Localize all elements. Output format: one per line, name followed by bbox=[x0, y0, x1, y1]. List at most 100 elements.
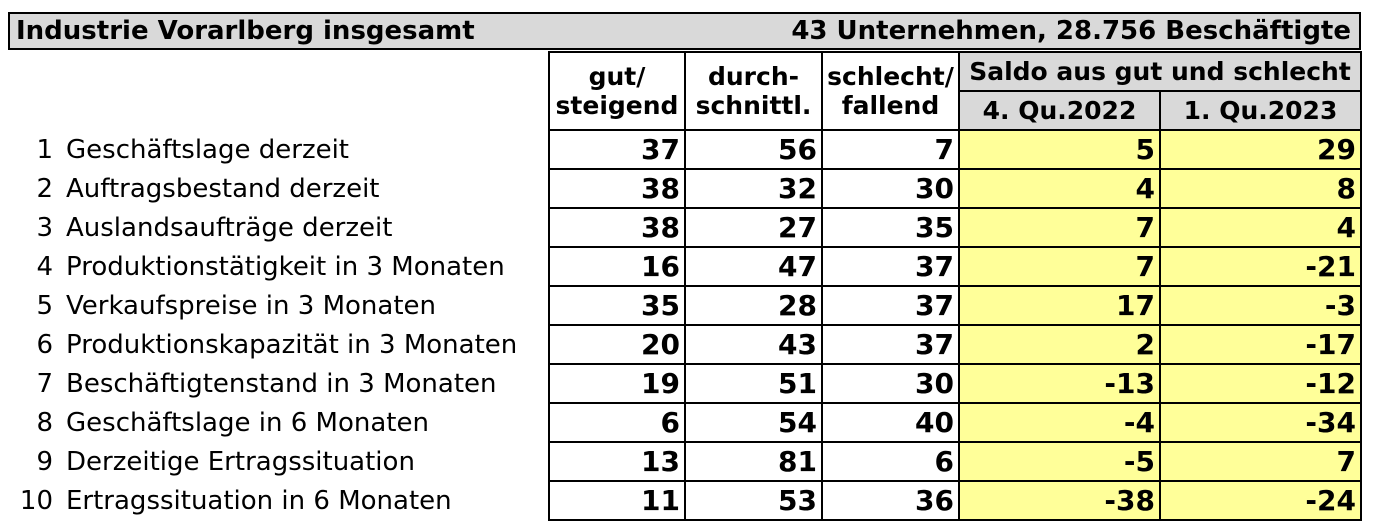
header-schlecht-line1: schlecht/ bbox=[821, 51, 960, 91]
row-label: 3 Auslandsaufträge derzeit bbox=[8, 208, 549, 247]
header-empty bbox=[8, 52, 549, 91]
cell-saldo-prev: 4 bbox=[958, 168, 1161, 209]
row-label: 5 Verkaufspreise in 3 Monaten bbox=[8, 286, 549, 325]
cell-durch: 28 bbox=[684, 285, 823, 326]
cell-schlecht: 40 bbox=[821, 402, 960, 443]
cell-gut: 6 bbox=[548, 402, 686, 443]
header-row-2: steigend schnittl. fallend 4. Qu.2022 1.… bbox=[8, 90, 1362, 131]
cell-saldo-curr: -24 bbox=[1159, 480, 1362, 521]
header-quarter-curr: 1. Qu.2023 bbox=[1159, 90, 1362, 131]
row-label: 10 Ertragssituation in 6 Monaten bbox=[8, 481, 549, 520]
table-row: 4 Produktionstätigkeit in 3 Monaten 16 47 37… bbox=[8, 246, 1362, 287]
cell-schlecht: 6 bbox=[821, 441, 960, 482]
row-number: 9 bbox=[36, 446, 53, 477]
cell-saldo-curr: -3 bbox=[1159, 285, 1362, 326]
row-label-text: Ertragssituation in 6 Monaten bbox=[66, 485, 452, 516]
row-label-text: Auslandsaufträge derzeit bbox=[66, 212, 393, 243]
header-gut-line1: gut/ bbox=[548, 51, 686, 91]
header-schlecht-line2: fallend bbox=[821, 91, 960, 130]
cell-durch: 27 bbox=[684, 207, 823, 248]
cell-gut: 38 bbox=[548, 168, 686, 209]
cell-durch: 32 bbox=[684, 168, 823, 209]
row-label-text: Produktionskapazität in 3 Monaten bbox=[66, 329, 518, 360]
cell-durch: 56 bbox=[684, 129, 823, 170]
cell-durch: 53 bbox=[684, 480, 823, 521]
row-number: 4 bbox=[36, 251, 53, 282]
cell-gut: 16 bbox=[548, 246, 686, 287]
row-label-text: Derzeitige Ertragssituation bbox=[66, 446, 415, 477]
cell-durch: 47 bbox=[684, 246, 823, 287]
header-durch-line1: durch- bbox=[684, 51, 823, 91]
header-saldo: Saldo aus gut und schlecht bbox=[958, 51, 1362, 92]
cell-durch: 81 bbox=[684, 441, 823, 482]
row-number: 6 bbox=[36, 329, 53, 360]
cell-saldo-prev: 2 bbox=[958, 324, 1161, 365]
row-label-text: Geschäftslage derzeit bbox=[66, 134, 350, 165]
row-label-text: Verkaufspreise in 3 Monaten bbox=[66, 290, 437, 321]
cell-gut: 35 bbox=[548, 285, 686, 326]
cell-schlecht: 35 bbox=[821, 207, 960, 248]
table-title-bar: Industrie Vorarlberg insgesamt 43 Untern… bbox=[8, 12, 1361, 50]
header-durch-line2: schnittl. bbox=[684, 91, 823, 130]
cell-gut: 13 bbox=[548, 441, 686, 482]
row-label: 2 Auftragsbestand derzeit bbox=[8, 169, 549, 208]
row-label: 8 Geschäftslage in 6 Monaten bbox=[8, 403, 549, 442]
row-label-text: Geschäftslage in 6 Monaten bbox=[66, 407, 429, 438]
row-label: 7 Beschäftigtenstand in 3 Monaten bbox=[8, 364, 549, 403]
cell-gut: 19 bbox=[548, 363, 686, 404]
header-gut-line2: steigend bbox=[548, 91, 686, 130]
row-number: 2 bbox=[36, 173, 53, 204]
row-label: 6 Produktionskapazität in 3 Monaten bbox=[8, 325, 549, 364]
cell-saldo-prev: -38 bbox=[958, 480, 1161, 521]
row-label-text: Produktionstätigkeit in 3 Monaten bbox=[66, 251, 505, 282]
row-number: 5 bbox=[36, 290, 53, 321]
table-row: 9 Derzeitige Ertragssituation 13 81 6 -5 7 bbox=[8, 441, 1362, 482]
row-label: 9 Derzeitige Ertragssituation bbox=[8, 442, 549, 481]
cell-gut: 38 bbox=[548, 207, 686, 248]
table-row: 1 Geschäftslage derzeit 37 56 7 5 29 bbox=[8, 129, 1362, 170]
cell-schlecht: 7 bbox=[821, 129, 960, 170]
table-row: 8 Geschäftslage in 6 Monaten 6 54 40 -4 -34 bbox=[8, 402, 1362, 443]
header-empty bbox=[8, 91, 549, 130]
cell-schlecht: 37 bbox=[821, 324, 960, 365]
table-row: 6 Produktionskapazität in 3 Monaten 20 43 37… bbox=[8, 324, 1362, 365]
cell-saldo-prev: 5 bbox=[958, 129, 1161, 170]
cell-durch: 54 bbox=[684, 402, 823, 443]
cell-durch: 43 bbox=[684, 324, 823, 365]
table-row: 10 Ertragssituation in 6 Monaten 11 53 36 -38… bbox=[8, 480, 1362, 521]
cell-schlecht: 37 bbox=[821, 246, 960, 287]
row-number: 10 bbox=[19, 485, 53, 516]
row-label: 1 Geschäftslage derzeit bbox=[8, 130, 549, 169]
header-quarter-prev: 4. Qu.2022 bbox=[958, 90, 1161, 131]
cell-gut: 20 bbox=[548, 324, 686, 365]
cell-saldo-prev: -5 bbox=[958, 441, 1161, 482]
cell-saldo-curr: -17 bbox=[1159, 324, 1362, 365]
row-number: 1 bbox=[36, 134, 53, 165]
cell-saldo-prev: -13 bbox=[958, 363, 1161, 404]
cell-saldo-curr: 29 bbox=[1159, 129, 1362, 170]
survey-table: gut/ durch- schlecht/ Saldo aus gut und … bbox=[8, 51, 1362, 521]
cell-schlecht: 30 bbox=[821, 168, 960, 209]
row-label-text: Auftragsbestand derzeit bbox=[66, 173, 380, 204]
cell-saldo-prev: 17 bbox=[958, 285, 1161, 326]
cell-saldo-curr: 4 bbox=[1159, 207, 1362, 248]
cell-saldo-curr: 8 bbox=[1159, 168, 1362, 209]
table-row: 5 Verkaufspreise in 3 Monaten 35 28 37 17 -3 bbox=[8, 285, 1362, 326]
row-number: 8 bbox=[36, 407, 53, 438]
cell-saldo-curr: -12 bbox=[1159, 363, 1362, 404]
cell-saldo-prev: -4 bbox=[958, 402, 1161, 443]
cell-gut: 11 bbox=[548, 480, 686, 521]
row-label-text: Beschäftigtenstand in 3 Monaten bbox=[66, 368, 497, 399]
row-label: 4 Produktionstätigkeit in 3 Monaten bbox=[8, 247, 549, 286]
table-row: 3 Auslandsaufträge derzeit 38 27 35 7 4 bbox=[8, 207, 1362, 248]
table-row: 2 Auftragsbestand derzeit 38 32 30 4 8 bbox=[8, 168, 1362, 209]
cell-schlecht: 36 bbox=[821, 480, 960, 521]
cell-saldo-curr: 7 bbox=[1159, 441, 1362, 482]
header-row-1: gut/ durch- schlecht/ Saldo aus gut und … bbox=[8, 51, 1362, 92]
row-number: 3 bbox=[36, 212, 53, 243]
cell-schlecht: 37 bbox=[821, 285, 960, 326]
cell-saldo-curr: -21 bbox=[1159, 246, 1362, 287]
cell-saldo-prev: 7 bbox=[958, 246, 1161, 287]
table-row: 7 Beschäftigtenstand in 3 Monaten 19 51 30 -1… bbox=[8, 363, 1362, 404]
cell-saldo-curr: -34 bbox=[1159, 402, 1362, 443]
